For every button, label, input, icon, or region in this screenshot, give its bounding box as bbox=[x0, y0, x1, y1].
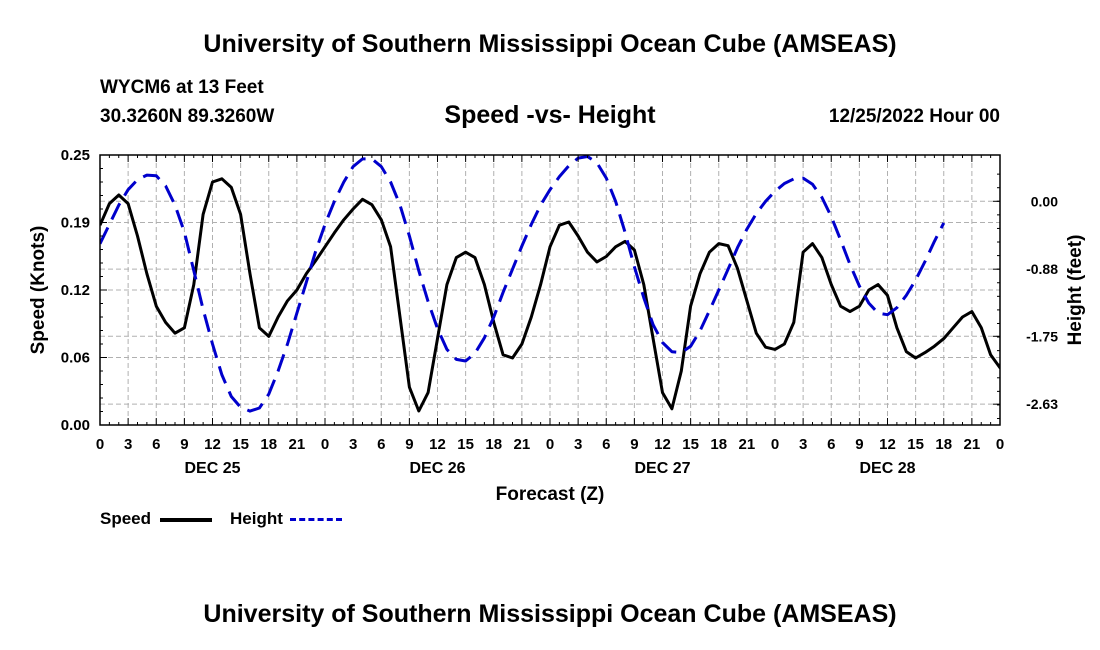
x-tick-label: 15 bbox=[232, 436, 249, 453]
x-day-label: DEC 28 bbox=[859, 460, 915, 477]
chart-title: University of Southern Mississippi Ocean… bbox=[203, 30, 897, 58]
x-tick-label: 9 bbox=[630, 436, 638, 453]
x-tick-label: 0 bbox=[321, 436, 329, 453]
y2-tick-label: -0.88 bbox=[1026, 261, 1058, 277]
x-tick-label: 12 bbox=[204, 436, 221, 453]
y-tick-label: 0.00 bbox=[61, 417, 90, 434]
station-label: WYCM6 at 13 Feet bbox=[100, 77, 264, 98]
x-tick-label: 9 bbox=[180, 436, 188, 453]
x-tick-label: 15 bbox=[457, 436, 474, 453]
coordinates-label: 30.3260N 89.3260W bbox=[100, 106, 275, 127]
chart-subtitle: Speed -vs- Height bbox=[444, 101, 656, 129]
legend-speed-swatch bbox=[160, 518, 212, 522]
x-day-label: DEC 27 bbox=[634, 460, 690, 477]
x-tick-label: 0 bbox=[96, 436, 104, 453]
series-height-line bbox=[100, 155, 946, 413]
series-speed-line bbox=[100, 177, 1000, 413]
y-tick-label: 0.12 bbox=[61, 282, 90, 299]
x-tick-label: 6 bbox=[377, 436, 385, 453]
x-tick-label: 21 bbox=[514, 436, 531, 453]
x-tick-label: 12 bbox=[654, 436, 671, 453]
x-axis-title: Forecast (Z) bbox=[496, 484, 605, 505]
x-tick-label: 0 bbox=[771, 436, 779, 453]
x-tick-label: 15 bbox=[682, 436, 699, 453]
y2-tick-label: -2.63 bbox=[1026, 396, 1058, 412]
x-tick-label: 12 bbox=[429, 436, 446, 453]
x-tick-label: 6 bbox=[152, 436, 160, 453]
x-tick-label: 6 bbox=[827, 436, 835, 453]
x-day-label: DEC 26 bbox=[409, 460, 465, 477]
y-axis-title: Speed (Knots) bbox=[28, 226, 49, 355]
x-tick-label: 21 bbox=[289, 436, 306, 453]
x-tick-label: 0 bbox=[996, 436, 1004, 453]
x-tick-label: 3 bbox=[799, 436, 807, 453]
x-day-label: DEC 25 bbox=[184, 460, 240, 477]
x-tick-label: 3 bbox=[349, 436, 357, 453]
x-tick-label: 21 bbox=[964, 436, 981, 453]
y2-axis-title: Height (feet) bbox=[1065, 235, 1086, 346]
x-tick-label: 3 bbox=[574, 436, 582, 453]
legend-height-swatch bbox=[290, 518, 342, 521]
x-tick-label: 15 bbox=[907, 436, 924, 453]
x-tick-label: 12 bbox=[879, 436, 896, 453]
x-tick-label: 21 bbox=[739, 436, 756, 453]
footer-title: University of Southern Mississippi Ocean… bbox=[203, 600, 897, 628]
x-tick-label: 6 bbox=[602, 436, 610, 453]
legend-speed-label: Speed bbox=[100, 509, 152, 528]
y-tick-label: 0.19 bbox=[61, 215, 90, 232]
x-tick-label: 3 bbox=[124, 436, 132, 453]
x-tick-label: 18 bbox=[260, 436, 277, 453]
legend-height-label: Height bbox=[230, 509, 283, 528]
datetime-label: 12/25/2022 Hour 00 bbox=[828, 106, 1000, 127]
x-tick-label: 18 bbox=[935, 436, 952, 453]
y-tick-label: 0.06 bbox=[61, 350, 90, 367]
y-tick-label: 0.25 bbox=[61, 147, 90, 164]
y2-tick-label: 0.00 bbox=[1031, 193, 1058, 209]
x-tick-label: 9 bbox=[405, 436, 413, 453]
x-tick-label: 18 bbox=[485, 436, 502, 453]
x-tick-label: 0 bbox=[546, 436, 554, 453]
x-tick-label: 9 bbox=[855, 436, 863, 453]
y2-tick-label: -1.75 bbox=[1026, 328, 1058, 344]
x-tick-label: 18 bbox=[710, 436, 727, 453]
